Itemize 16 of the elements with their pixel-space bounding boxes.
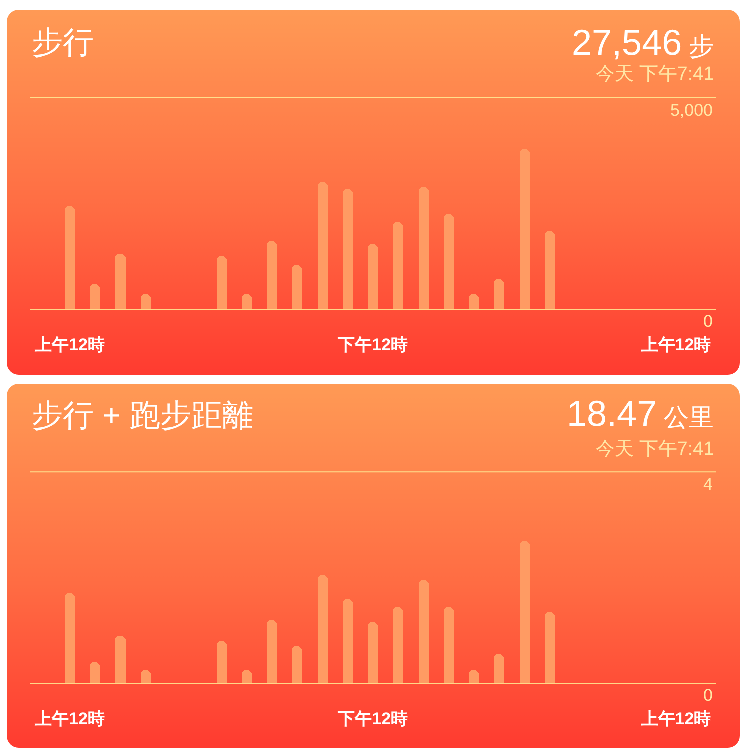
y-tick-label: 5,000: [670, 100, 713, 120]
annotation: 27,546 步: [572, 22, 714, 63]
text: 步行 + 跑步距離: [32, 398, 254, 433]
annotation: 18.47 公里: [567, 393, 714, 434]
x-tick-label: 上午12時: [34, 709, 105, 728]
x-tick-label: 上午12時: [640, 335, 712, 354]
y-tick-label: 4: [704, 474, 713, 494]
x-tick-label: 上午12時: [34, 335, 105, 354]
x-tick-label: 上午12時: [640, 709, 712, 728]
x-tick-label: 下午12時: [337, 709, 408, 728]
y-tick-label: 0: [704, 312, 713, 331]
annotation: 今天 下午7:41: [596, 439, 714, 460]
y-tick-label: 0: [704, 686, 713, 705]
x-tick-label: 下午12時: [337, 335, 408, 354]
text: 步行: [32, 25, 94, 60]
annotation: 今天 下午7:41: [596, 64, 714, 85]
